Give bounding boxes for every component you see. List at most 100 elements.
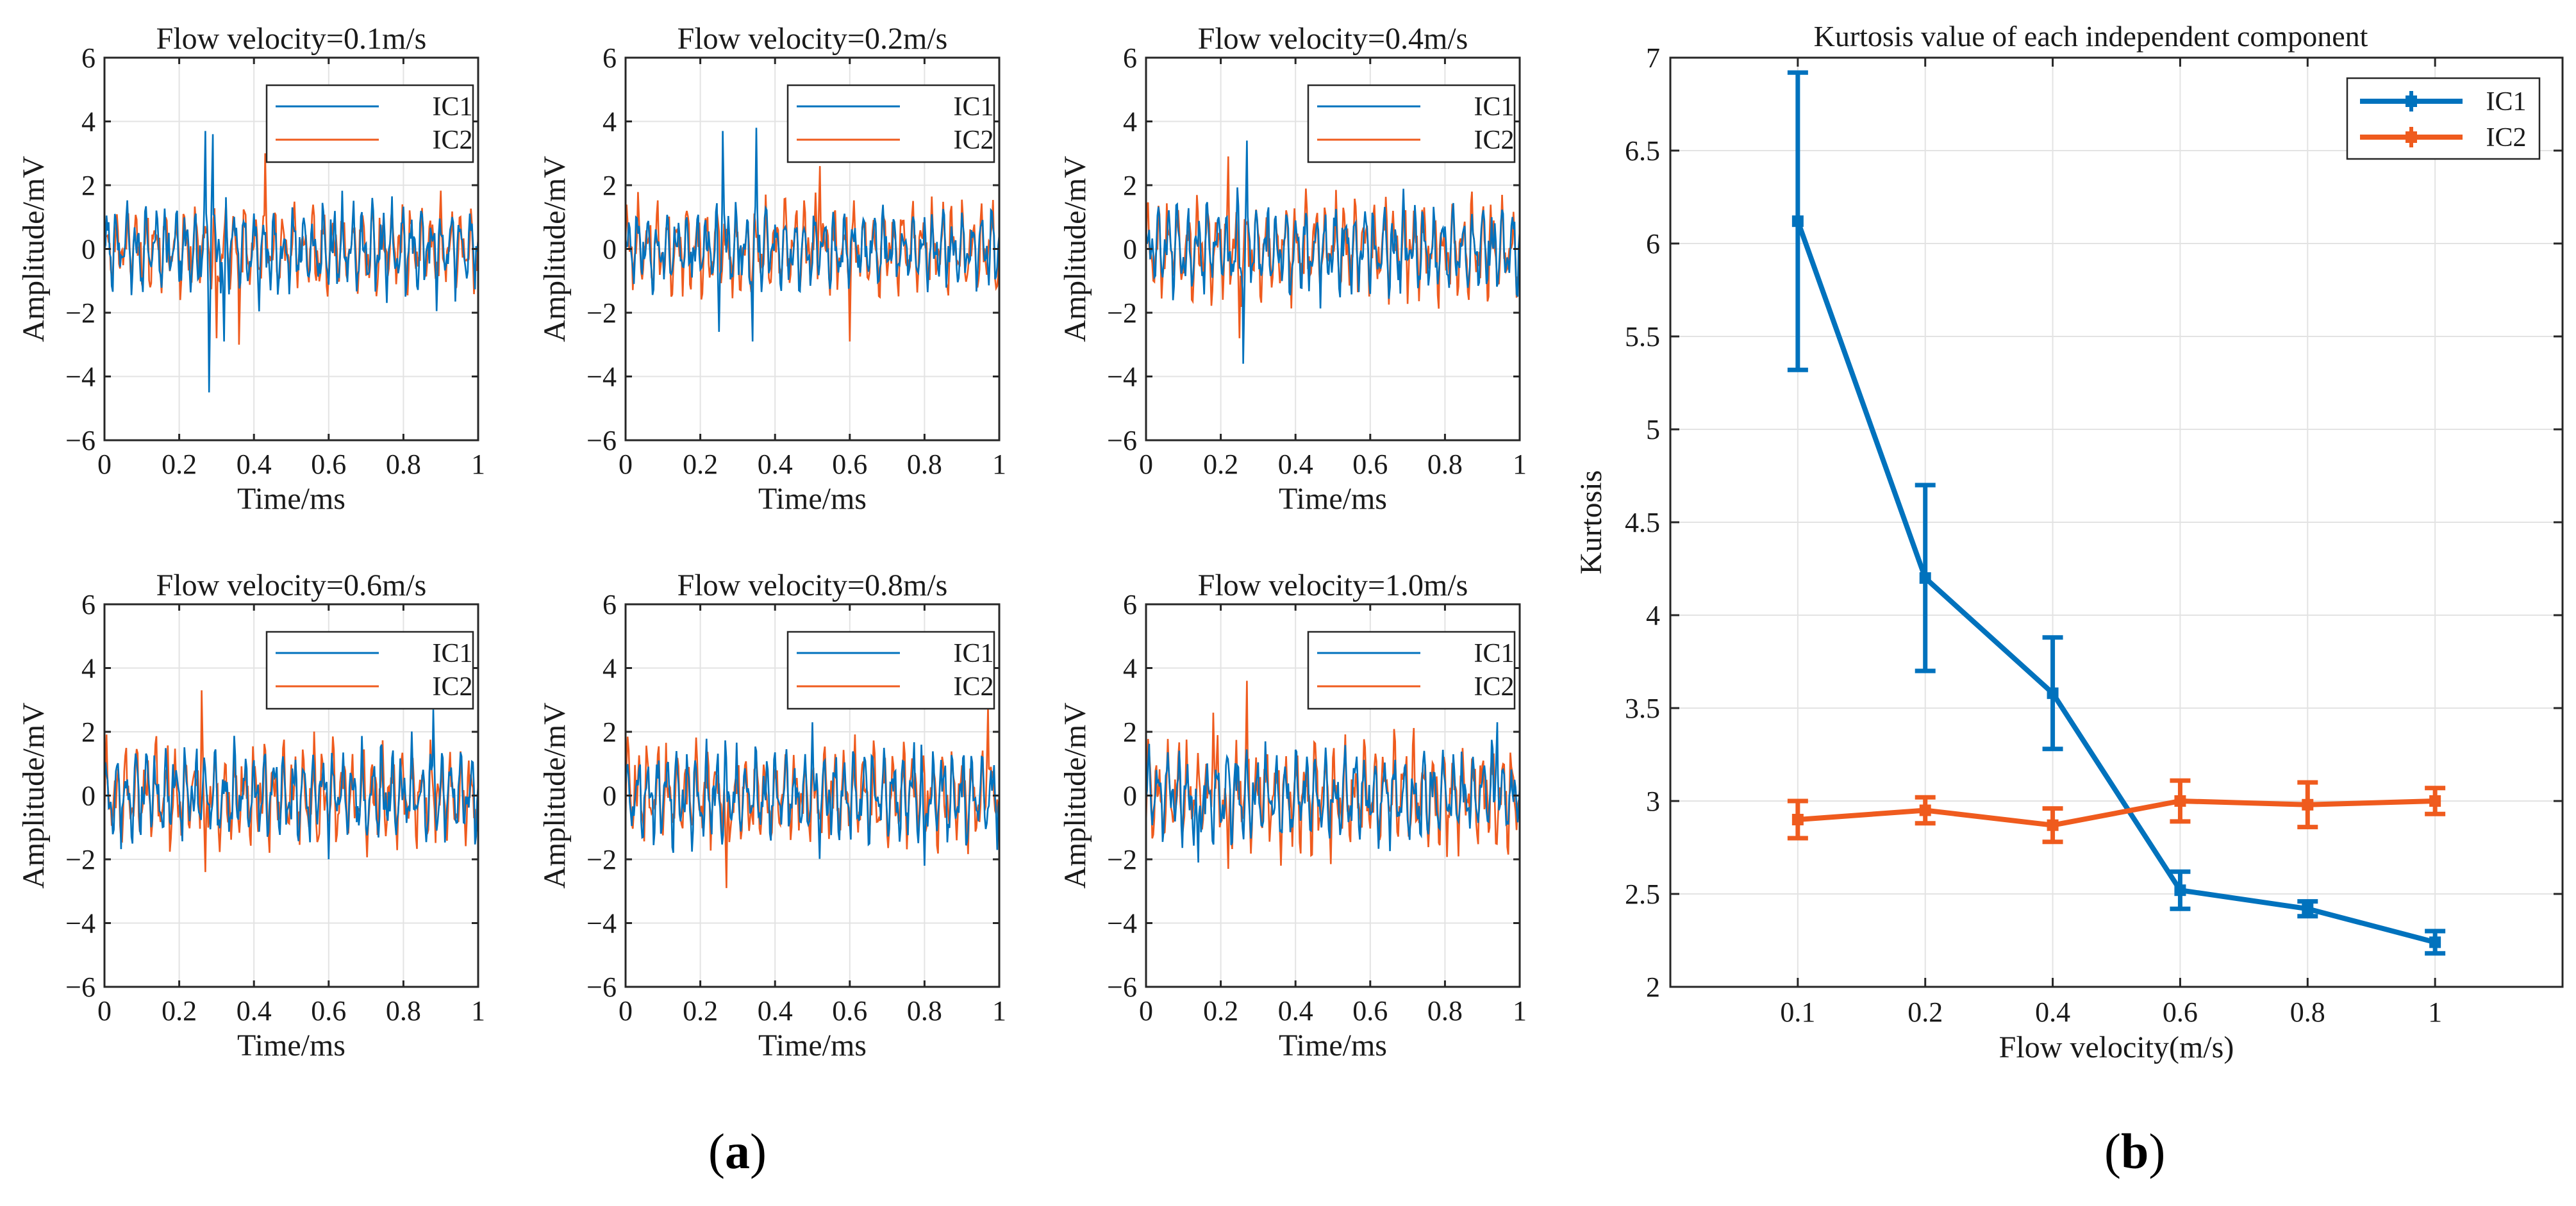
y-axis-label: Amplitude/mV — [1058, 702, 1092, 889]
y-tick-label: 6 — [1123, 42, 1137, 74]
y-tick-label: −2 — [586, 297, 617, 329]
y-tick-label: −6 — [586, 425, 617, 456]
signal-panel-4: 0 0.2 0.4 0.6 0.8 1 6 4 2 0 −2 −4 −6 Flow velocity=0.… — [17, 568, 485, 1062]
y-tick-label: 6 — [602, 42, 617, 74]
x-tick-label: 0.8 — [907, 449, 942, 480]
series-line-ic1 — [626, 722, 999, 866]
x-tick-label: 0.4 — [1278, 449, 1313, 480]
y-tick-label: −2 — [1107, 844, 1137, 875]
legend-box — [1307, 631, 1516, 710]
y-tick-label: −6 — [586, 971, 617, 1003]
x-tick-label: 0.2 — [683, 995, 718, 1027]
x-axis-label: Time/ms — [758, 1028, 867, 1062]
y-tick-label: 2 — [81, 170, 96, 201]
y-tick-label: 7 — [1646, 42, 1660, 74]
legend-label-ic1: IC1 — [954, 92, 994, 122]
series-line-ic1 — [626, 128, 999, 342]
panel-b-letter: b — [2120, 1123, 2149, 1179]
x-tick-label: 0.4 — [237, 995, 272, 1027]
chart-title: Flow velocity=0.2m/s — [677, 22, 948, 56]
y-tick-label: 2 — [81, 716, 96, 748]
legend-label-ic2: IC2 — [954, 126, 994, 155]
y-tick-label: 6 — [602, 589, 617, 620]
data-point-ic1 — [1791, 215, 1804, 227]
x-tick-label: 0.6 — [311, 449, 346, 480]
legend-label-ic1: IC1 — [1474, 92, 1515, 122]
series-line-ic1 — [104, 709, 478, 860]
y-tick-label: 6 — [81, 42, 96, 74]
x-tick-label: 0.2 — [683, 449, 718, 480]
x-tick-label: 0.8 — [1427, 449, 1463, 480]
legend-box — [265, 84, 474, 163]
x-tick-label: 0.6 — [2163, 996, 2198, 1028]
x-tick-label: 1 — [992, 995, 1006, 1027]
legend-label-ic2: IC2 — [2486, 123, 2527, 153]
y-tick-label: 2.5 — [1625, 879, 1660, 910]
x-tick-label: 0.6 — [832, 995, 867, 1027]
x-tick-label: 1 — [2428, 996, 2442, 1028]
signal-panel-5: 0 0.2 0.4 0.6 0.8 1 6 4 2 0 −2 −4 −6 Flow velocity=0.… — [538, 568, 1006, 1062]
x-tick-label: 0.6 — [832, 449, 867, 480]
x-tick-label: 1 — [1513, 995, 1527, 1027]
legend-label-ic2: IC2 — [1474, 126, 1515, 155]
legend-label-ic2: IC2 — [1474, 672, 1515, 702]
x-axis-label: Time/ms — [237, 1028, 345, 1062]
x-tick-label: 0.2 — [1203, 449, 1238, 480]
series-line-ic1 — [1795, 220, 2436, 945]
x-tick-label: 0.2 — [162, 449, 197, 480]
y-tick-label: 3 — [1646, 786, 1660, 817]
y-tick-label: 2 — [1123, 170, 1137, 201]
legend-box — [786, 631, 995, 710]
panel-b-caption: (b) — [2104, 1123, 2166, 1179]
y-tick-label: 0 — [1123, 234, 1137, 265]
y-tick-label: −4 — [1107, 908, 1137, 939]
x-axis-label: Time/ms — [237, 482, 345, 516]
signal-panel-3: 0 0.2 0.4 0.6 0.8 1 6 4 2 0 −2 −4 −6 Flow velocity=0.… — [1058, 22, 1527, 516]
legend-label-ic2: IC2 — [433, 672, 473, 702]
y-tick-label: 6 — [1646, 228, 1660, 260]
y-tick-label: 4 — [81, 653, 96, 684]
chart-title: Flow velocity=0.6m/s — [156, 568, 427, 602]
x-tick-label: 0.8 — [386, 449, 421, 480]
y-tick-label: 2 — [1123, 716, 1137, 748]
y-tick-label: −2 — [65, 297, 96, 329]
y-tick-label: 0 — [602, 781, 617, 812]
y-tick-label: −6 — [65, 971, 96, 1003]
chart-title: Flow velocity=0.4m/s — [1198, 22, 1468, 56]
series-line-ic1 — [104, 131, 478, 393]
legend-label-ic2: IC2 — [954, 672, 994, 702]
chart-title: Flow velocity=0.8m/s — [677, 568, 948, 602]
legend-label-ic2: IC2 — [433, 126, 473, 155]
y-tick-label: 4 — [81, 106, 96, 138]
panel-a-letter: a — [724, 1123, 750, 1179]
x-tick-label: 0.2 — [162, 995, 197, 1027]
y-tick-label: 0 — [1123, 781, 1137, 812]
y-tick-label: −4 — [586, 908, 617, 939]
signal-panel-6: 0 0.2 0.4 0.6 0.8 1 6 4 2 0 −2 −4 −6 Flow velocity=1.… — [1058, 568, 1527, 1062]
data-point-ic2 — [1919, 804, 1931, 816]
data-point-ic2 — [2174, 795, 2186, 807]
legend-box — [2346, 77, 2541, 160]
y-tick-label: 6.5 — [1625, 135, 1660, 167]
y-tick-label: −4 — [586, 361, 617, 393]
y-tick-label: −4 — [65, 361, 96, 393]
x-tick-label: 0.1 — [1780, 996, 1815, 1028]
data-point-ic1 — [2302, 903, 2314, 915]
x-tick-label: 0 — [97, 995, 112, 1027]
y-axis-label: Amplitude/mV — [1058, 156, 1092, 342]
y-tick-label: 6 — [1123, 589, 1137, 620]
legend-label-ic1: IC1 — [433, 92, 473, 122]
x-tick-label: 0 — [1139, 449, 1153, 480]
x-tick-label: 0.2 — [1907, 996, 1943, 1028]
y-tick-label: 4 — [1123, 106, 1137, 138]
x-tick-label: 1 — [471, 995, 485, 1027]
x-tick-label: 0.4 — [758, 995, 793, 1027]
x-tick-label: 1 — [471, 449, 485, 480]
legend-label-ic1: IC1 — [1474, 639, 1515, 668]
legend-swatch-marker — [2406, 95, 2417, 107]
y-tick-label: 0 — [81, 234, 96, 265]
x-tick-label: 0.4 — [2035, 996, 2070, 1028]
y-tick-label: −6 — [1107, 425, 1137, 456]
y-axis-label: Amplitude/mV — [17, 156, 51, 342]
